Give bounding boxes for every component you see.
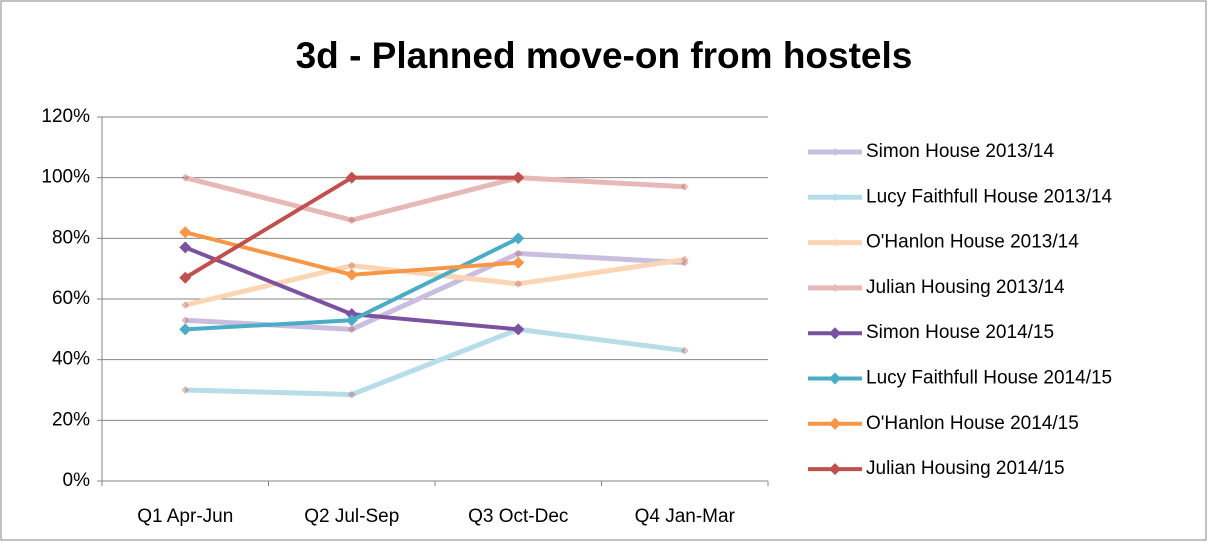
chart-title: 3d - Planned move-on from hostels — [296, 35, 913, 76]
point — [512, 232, 525, 245]
legend-marker — [831, 283, 839, 292]
point — [179, 226, 192, 239]
legend-marker — [831, 193, 839, 202]
legend-label: O'Hanlon House 2014/15 — [866, 413, 1079, 434]
point — [347, 261, 356, 270]
legend-label: Lucy Faithfull House 2014/15 — [866, 368, 1112, 389]
point — [512, 171, 525, 184]
point — [347, 325, 356, 334]
y-tick-label: 100% — [41, 167, 90, 188]
point — [181, 386, 190, 394]
legend-label: O'Hanlon House 2013/14 — [866, 232, 1079, 253]
legend-marker — [831, 238, 839, 247]
point — [680, 255, 689, 264]
y-tick-label: 20% — [52, 409, 90, 430]
legend-marker — [829, 372, 841, 385]
y-tick-label: 120% — [41, 106, 90, 127]
legend-marker — [829, 327, 841, 340]
series-line — [184, 257, 686, 308]
point — [181, 173, 190, 182]
point — [514, 279, 523, 288]
legend-label: Julian Housing 2013/14 — [866, 277, 1065, 298]
legend-marker — [831, 148, 839, 156]
point — [179, 241, 192, 254]
x-tick-label: Q4 Jan-Mar — [635, 506, 736, 527]
x-tick-label: Q3 Oct-Dec — [468, 506, 568, 527]
legend-label: Simon House 2014/15 — [866, 322, 1054, 343]
point — [179, 323, 192, 336]
legend-marker — [829, 417, 841, 430]
y-tick-label: 0% — [63, 470, 91, 491]
point — [181, 316, 190, 325]
point — [345, 171, 358, 184]
point — [512, 323, 525, 336]
legend-label: Simon House 2013/14 — [866, 141, 1054, 162]
x-tick-label: Q2 Jul-Sep — [304, 506, 399, 527]
point — [347, 216, 356, 225]
y-tick-label: 60% — [52, 288, 90, 309]
point — [347, 390, 356, 399]
legend-label: Lucy Faithfull House 2013/14 — [866, 186, 1113, 207]
y-tick-label: 80% — [52, 227, 90, 248]
point — [514, 249, 523, 258]
point — [345, 268, 358, 281]
point — [345, 314, 358, 327]
x-tick-label: Q1 Apr-Jun — [137, 506, 233, 527]
point — [181, 301, 190, 310]
point — [680, 182, 689, 191]
series-line — [185, 326, 686, 398]
point — [179, 271, 192, 284]
point — [680, 346, 689, 355]
y-tick-label: 40% — [52, 349, 90, 370]
legend-label: Julian Housing 2014/15 — [866, 458, 1065, 479]
point — [512, 256, 525, 269]
series-line — [184, 175, 685, 223]
legend-marker — [829, 463, 841, 476]
